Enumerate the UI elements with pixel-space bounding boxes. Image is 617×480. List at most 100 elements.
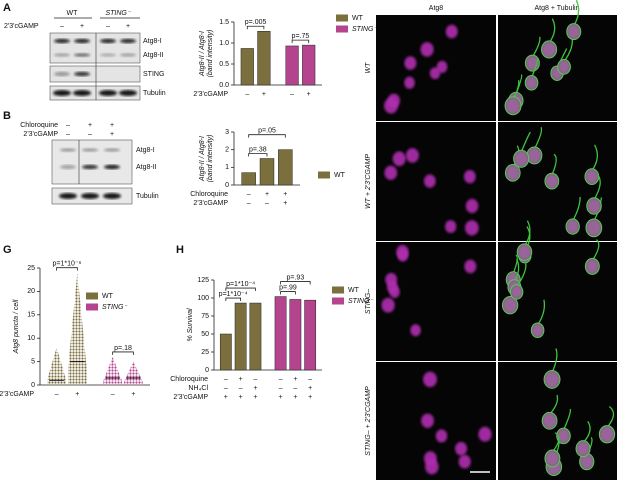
blot-band [104, 164, 120, 170]
atg8-signal [506, 165, 520, 180]
y-tick-label: 125 [197, 277, 209, 284]
sign: – [66, 131, 70, 138]
atg8-signal [567, 220, 579, 234]
sign: + [110, 122, 114, 129]
atg8-signal [392, 151, 406, 167]
atg8-signal [396, 245, 409, 260]
bracket [280, 281, 311, 285]
micrograph [376, 122, 496, 241]
legend-swatch [332, 297, 344, 305]
atg8-signal [511, 285, 522, 298]
y-tick-label: 1.5 [219, 19, 229, 26]
legend-label: WT [348, 287, 360, 294]
atg8-signal [384, 98, 398, 114]
atg8-signal [587, 198, 601, 214]
bracket [291, 39, 310, 44]
sign: + [307, 91, 311, 98]
p-value: p=.18 [114, 345, 132, 352]
sign: – [247, 191, 251, 198]
blot-box [49, 85, 141, 101]
atg8-signal [532, 324, 543, 337]
band-label: Atg8-II [143, 52, 164, 59]
blot-band [82, 164, 98, 170]
row-label: 2'3'cGAMP [173, 394, 208, 401]
bar [302, 44, 316, 86]
sign: + [293, 376, 297, 383]
legend-label: STING⁻ [348, 298, 374, 305]
legend-swatch [318, 171, 330, 179]
flagellum [591, 239, 600, 261]
sign: + [253, 385, 257, 392]
blot-box [49, 65, 141, 83]
blot-band [119, 90, 137, 96]
band-label: Tubulin [143, 90, 166, 97]
atg8-signal [506, 98, 520, 114]
y-tick-label: 0.5 [219, 61, 229, 68]
y-axis-label: % Survival [187, 308, 194, 342]
bar [285, 45, 299, 86]
sign: – [88, 131, 92, 138]
blot-band [100, 38, 116, 44]
bar [249, 302, 262, 371]
p-value: p=1*10⁻⁶ [52, 261, 81, 268]
bar [259, 158, 275, 186]
blot-band [82, 148, 98, 152]
blot-band [73, 90, 91, 96]
y-tick-label: 75 [201, 313, 209, 320]
sign: + [126, 23, 130, 30]
row-label: Chloroquine [190, 191, 228, 198]
band-label: Tubulin [136, 193, 159, 200]
panel-label: A [3, 2, 11, 14]
dot-swarm [68, 272, 87, 385]
blot-band [100, 53, 116, 57]
atg8-signal [445, 220, 457, 234]
blot-band [60, 164, 76, 170]
sign: – [245, 91, 249, 98]
panel-label: B [3, 110, 11, 122]
atg8-signal [543, 413, 556, 428]
atg8-signal [463, 169, 476, 184]
sign: – [66, 122, 70, 129]
y-tick-label: 1.0 [219, 40, 229, 47]
sign: – [106, 23, 110, 30]
atg8-signal [600, 426, 614, 442]
bracket [225, 297, 242, 302]
atg8-signal [465, 198, 479, 214]
legend-swatch [336, 14, 348, 22]
row-label: 2'3'cGAMP [193, 91, 228, 98]
y-axis-label: (band intensity) [207, 135, 214, 183]
bar [278, 149, 293, 186]
sign: – [279, 385, 283, 392]
blot-box [49, 32, 141, 64]
row-label: 2'3'cGAMP [0, 391, 34, 398]
bracket [246, 25, 265, 30]
band-label: STING [143, 71, 164, 78]
sign: + [80, 23, 84, 30]
atg8-signal [478, 426, 492, 442]
atg8-signal [464, 259, 477, 274]
p-value: p=1*10⁻⁴ [219, 291, 248, 298]
blot-band [99, 90, 117, 96]
blot-band [53, 90, 71, 96]
y-axis-label: Atg8-II / Atg8-I [199, 136, 206, 182]
sign: + [279, 394, 283, 401]
legend-label: STING⁻ [352, 26, 378, 33]
atg8-signal [455, 441, 468, 456]
bar [241, 172, 256, 186]
blot-band [74, 53, 90, 57]
sign: – [290, 91, 294, 98]
atg8-signal [542, 42, 556, 57]
atg8-signal [503, 297, 517, 313]
atg8-signal [586, 259, 599, 274]
sign: + [308, 385, 312, 392]
atg8-signal [384, 165, 398, 180]
sign: + [253, 394, 257, 401]
row-label: WT [365, 62, 372, 74]
atg8-signal [558, 60, 570, 74]
sign: + [75, 391, 79, 398]
legend-label: WT [102, 293, 114, 300]
treatment-label: 2'3'cGAMP [4, 23, 39, 30]
band-label: Atg8-I [143, 38, 162, 45]
group-label: STING⁻ [105, 10, 131, 17]
y-tick-label: 15 [27, 312, 35, 319]
